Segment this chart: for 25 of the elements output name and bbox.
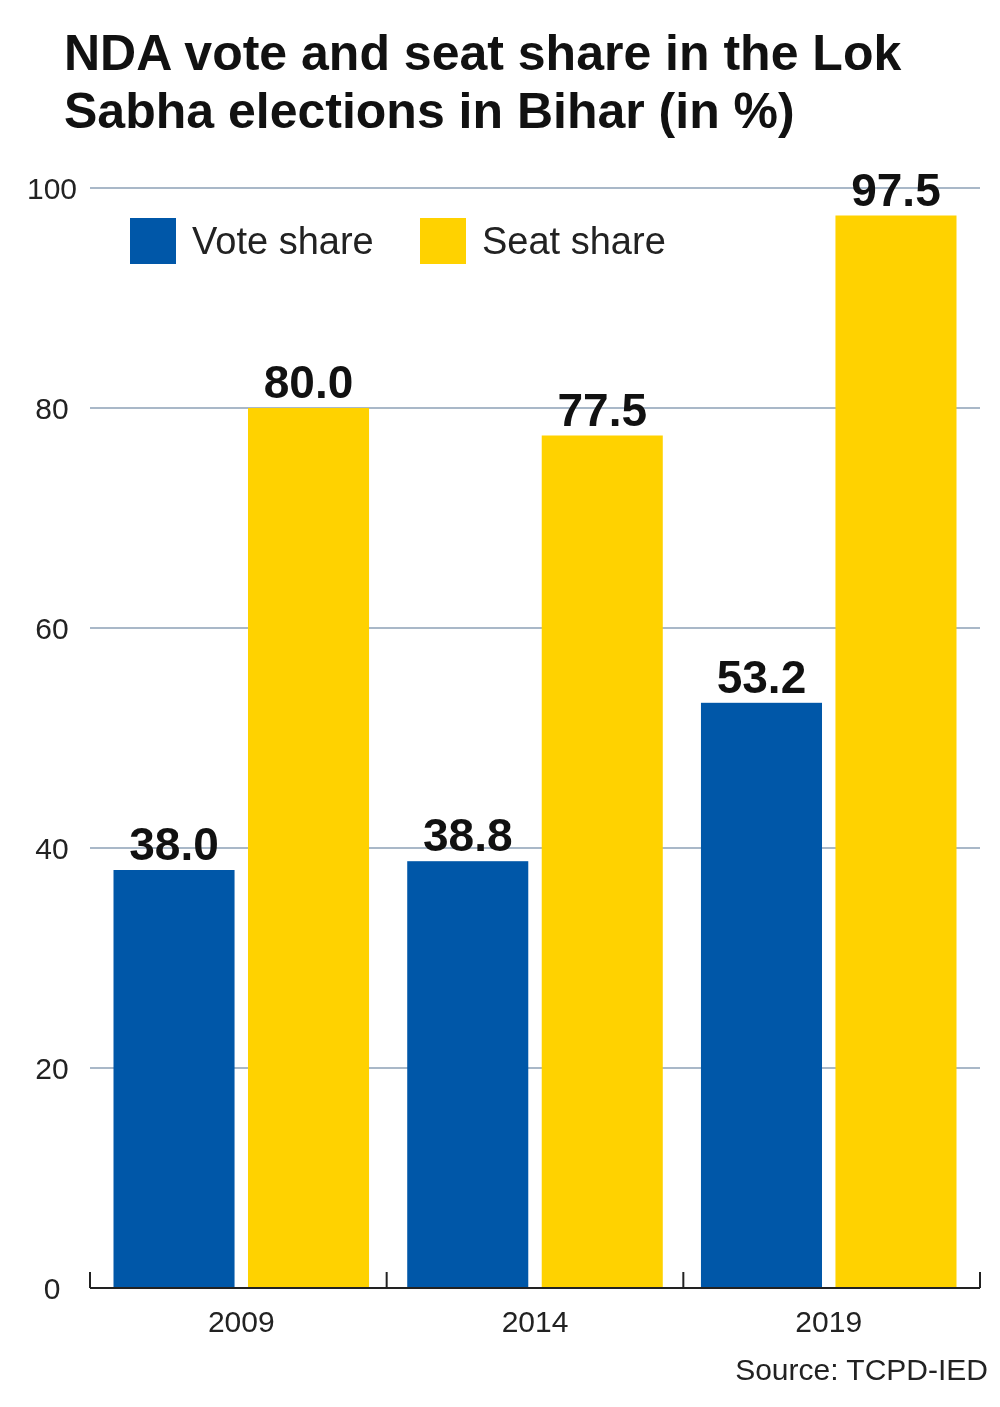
y-tick-label: 60 xyxy=(35,611,69,645)
y-tick-label: 0 xyxy=(43,1271,61,1305)
y-tick-label: 80 xyxy=(35,391,69,425)
bar xyxy=(407,861,529,1288)
bar xyxy=(248,408,370,1288)
y-tick-label: 40 xyxy=(35,831,69,865)
bar xyxy=(835,215,957,1288)
data-label: 53.2 xyxy=(716,650,807,703)
source-note: Source: TCPD-IED xyxy=(735,1353,988,1386)
bar xyxy=(113,870,235,1288)
y-tick-label: 20 xyxy=(35,1051,69,1085)
chart-title: NDA vote and seat share in the Lok Sabha elections in Bihar (in %) xyxy=(64,25,902,139)
legend-label: Vote share xyxy=(192,220,374,263)
data-label: 38.8 xyxy=(422,809,513,862)
legend-label: Seat share xyxy=(482,220,666,263)
data-label: 97.5 xyxy=(851,163,941,216)
data-label: 77.5 xyxy=(557,383,648,436)
bar xyxy=(541,435,663,1288)
y-tick-label: 100 xyxy=(26,171,78,205)
x-tick-label: 2009 xyxy=(207,1305,275,1338)
x-tick-label: 2019 xyxy=(795,1305,863,1338)
bar xyxy=(700,702,822,1288)
x-tick-label: 2014 xyxy=(501,1305,569,1338)
data-label: 38.0 xyxy=(129,818,219,870)
data-label: 80.0 xyxy=(263,356,354,408)
